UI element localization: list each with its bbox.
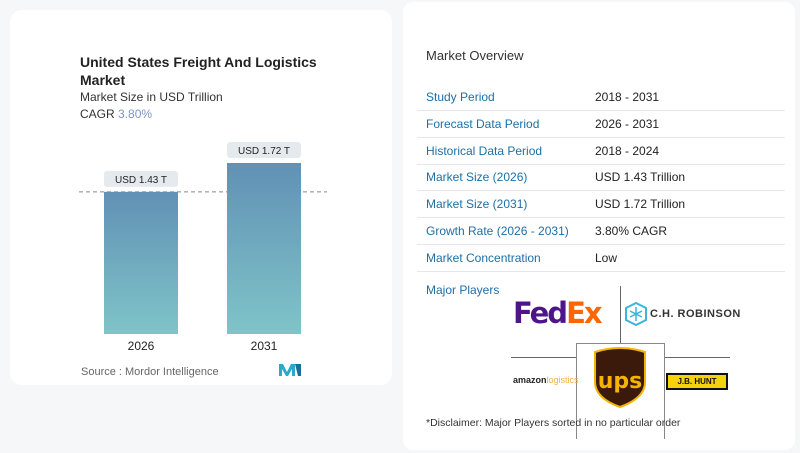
row-label: Growth Rate (2026 - 2031)	[426, 224, 569, 238]
x-tick-label: 2026	[128, 339, 155, 353]
row-label: Forecast Data Period	[426, 116, 540, 131]
chart-subtitle: Market Size in USD Trillion	[80, 90, 223, 104]
overview-row: Market Size (2031) USD 1.72 Trillion	[417, 191, 785, 219]
row-label: Market Size (2026)	[426, 170, 528, 185]
overview-row: Forecast Data Period 2026 - 2031	[417, 111, 785, 138]
overview-title: Market Overview	[426, 48, 524, 63]
bar-2031	[227, 163, 301, 334]
chrobinson-icon	[625, 302, 647, 326]
overview-row: Market Concentration Low	[417, 245, 785, 272]
overview-row: Study Period 2018 - 2031	[417, 84, 785, 111]
row-value: Low	[595, 250, 618, 265]
row-value: 2018 - 2024	[595, 143, 660, 158]
row-value: USD 1.72 Trillion	[595, 197, 686, 212]
row-value: 2018 - 2031	[595, 90, 660, 104]
row-value: 3.80% CAGR	[595, 224, 668, 238]
svg-text:ups: ups	[598, 369, 643, 394]
overview-row: Historical Data Period 2018 - 2024	[417, 138, 785, 165]
ups-logo: ups	[594, 347, 646, 408]
source: Source : Mordor Intelligence	[81, 366, 219, 378]
x-tick-label: 2031	[251, 339, 278, 353]
row-label: Historical Data Period	[426, 143, 543, 158]
row-label: Market Size (2031)	[426, 197, 528, 212]
amazon-logistics-logo: amazonlogistics	[513, 375, 579, 385]
bar-chart: USD 1.43 T 2026 USD 1.72 T 2031	[79, 142, 327, 353]
data-label-bg	[227, 142, 301, 158]
row-value: USD 1.43 Trillion	[595, 170, 686, 185]
cagr-value: 3.80%	[118, 107, 153, 121]
chrobinson-logo: C.H. ROBINSON	[650, 308, 741, 320]
cagr-label: CAGR	[80, 107, 115, 121]
overview-row: Market Size (2026) USD 1.43 Trillion	[417, 164, 785, 192]
chart-card	[10, 10, 392, 385]
disclaimer: *Disclaimer: Major Players sorted in no …	[426, 417, 681, 429]
data-label: USD 1.43 T	[115, 175, 167, 186]
data-label-bg	[104, 170, 178, 187]
data-label: USD 1.72 T	[238, 146, 290, 157]
row-label: Market Concentration	[426, 250, 541, 265]
bar-2026	[104, 191, 178, 334]
major-players-label: Major Players	[426, 283, 500, 297]
jbhunt-logo: J.B. HUNT	[666, 373, 728, 390]
row-value: 2026 - 2031	[595, 116, 660, 131]
chart-title: United States Freight And Logistics Mark…	[80, 54, 317, 88]
mordor-logo-icon	[279, 364, 301, 376]
cagr: CAGR 3.80%	[80, 107, 152, 121]
fedex-logo: FedEx	[513, 296, 603, 330]
overview-row: Growth Rate (2026 - 2031) 3.80% CAGR	[417, 218, 785, 245]
row-label: Study Period	[426, 90, 495, 104]
